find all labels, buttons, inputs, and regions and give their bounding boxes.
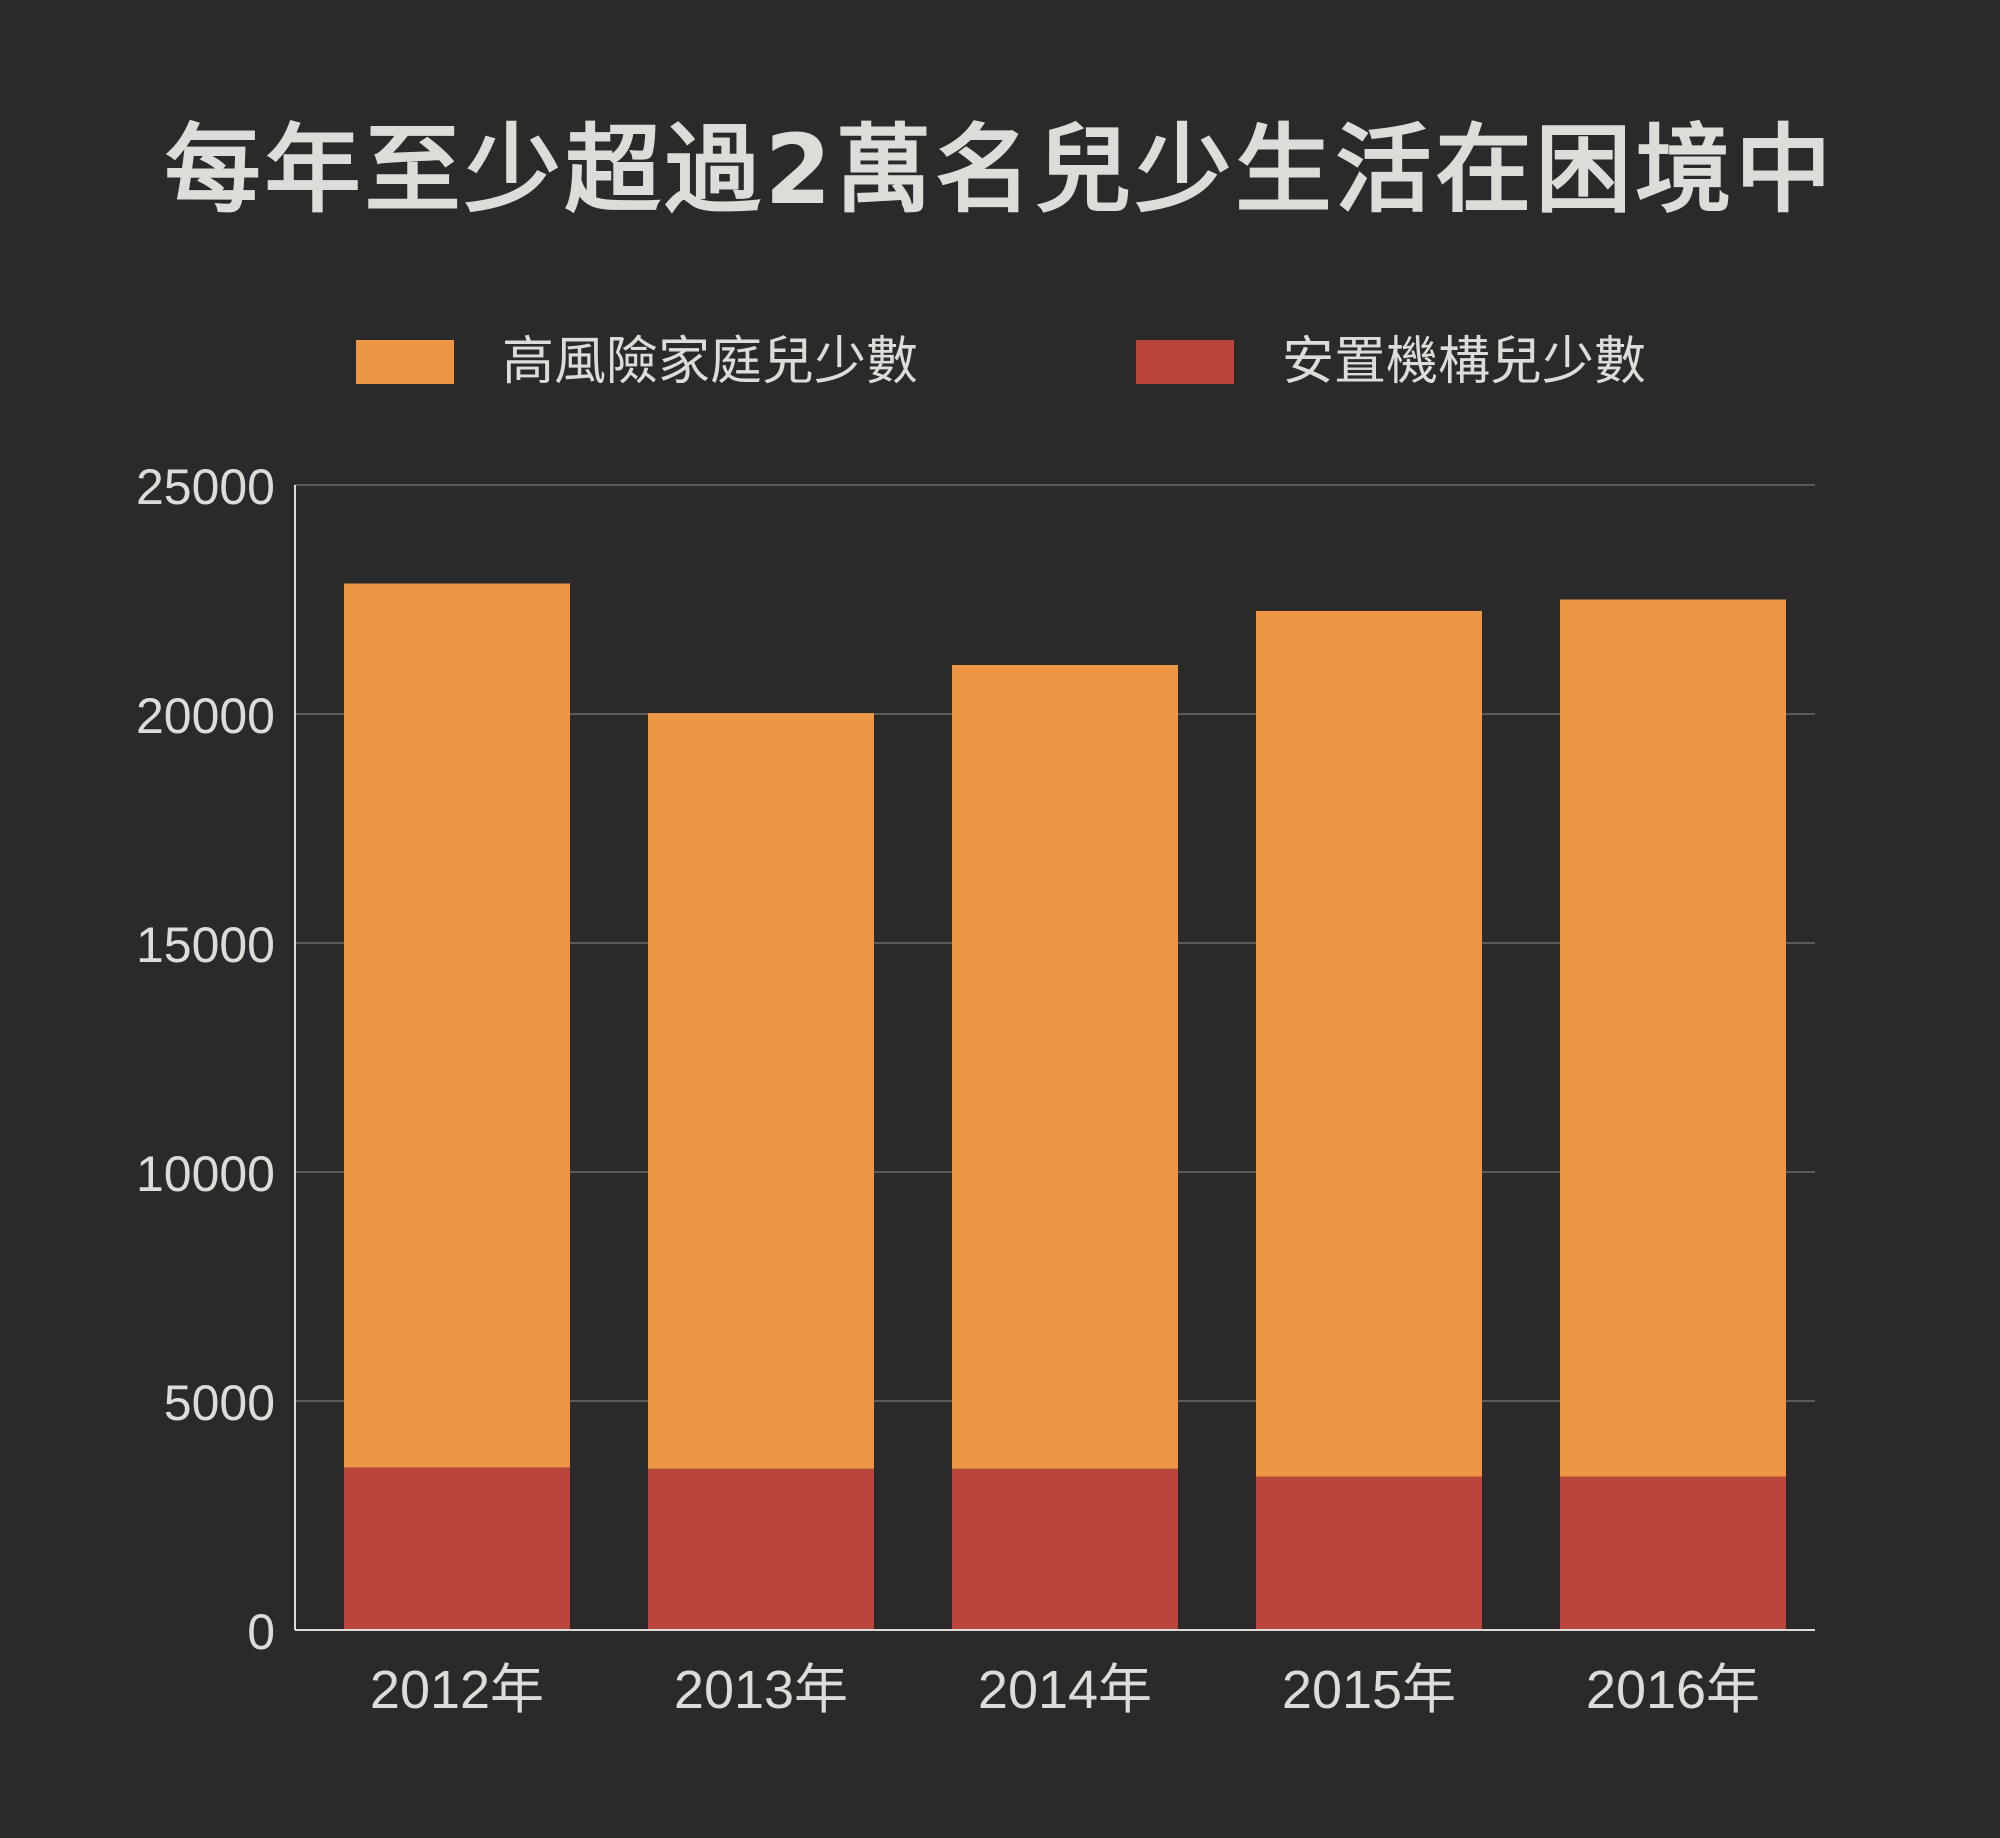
y-tick-label: 25000 (136, 459, 275, 515)
chart-title: 每年至少超過2萬名兒少生活在困境中 (164, 114, 1836, 226)
y-tick-label: 0 (247, 1604, 275, 1660)
bar-institution-3 (1256, 1476, 1482, 1630)
bar-high-risk-0 (344, 583, 570, 1468)
bar-institution-2 (952, 1468, 1178, 1630)
legend-item-high-risk: 高風險家庭兒少數 (356, 330, 918, 394)
bar-high-risk-2 (952, 664, 1178, 1469)
x-tick-label: 2012年 (370, 1660, 544, 1720)
y-tick-label: 15000 (136, 917, 275, 973)
x-tick-label: 2015年 (1282, 1660, 1456, 1720)
y-tick-label: 5000 (164, 1375, 275, 1431)
bar-institution-1 (648, 1468, 874, 1630)
bar-high-risk-3 (1256, 610, 1482, 1477)
x-tick-label: 2016年 (1586, 1660, 1760, 1720)
legend-swatch-institution (1136, 340, 1234, 384)
bar-institution-0 (344, 1467, 570, 1630)
legend-label-high-risk: 高風險家庭兒少數 (502, 332, 919, 392)
legend-item-institution: 安置機構兒少數 (1136, 330, 1646, 394)
y-tick-label: 20000 (136, 688, 275, 744)
bar-high-risk-1 (648, 713, 874, 1469)
x-tick-label: 2013年 (674, 1660, 848, 1720)
x-tick-label: 2014年 (978, 1660, 1152, 1720)
bar-institution-4 (1560, 1476, 1786, 1630)
bar-high-risk-4 (1560, 599, 1786, 1477)
legend-swatch-high-risk (356, 340, 454, 384)
y-tick-label: 10000 (136, 1146, 275, 1202)
legend-label-institution: 安置機構兒少數 (1282, 332, 1647, 392)
